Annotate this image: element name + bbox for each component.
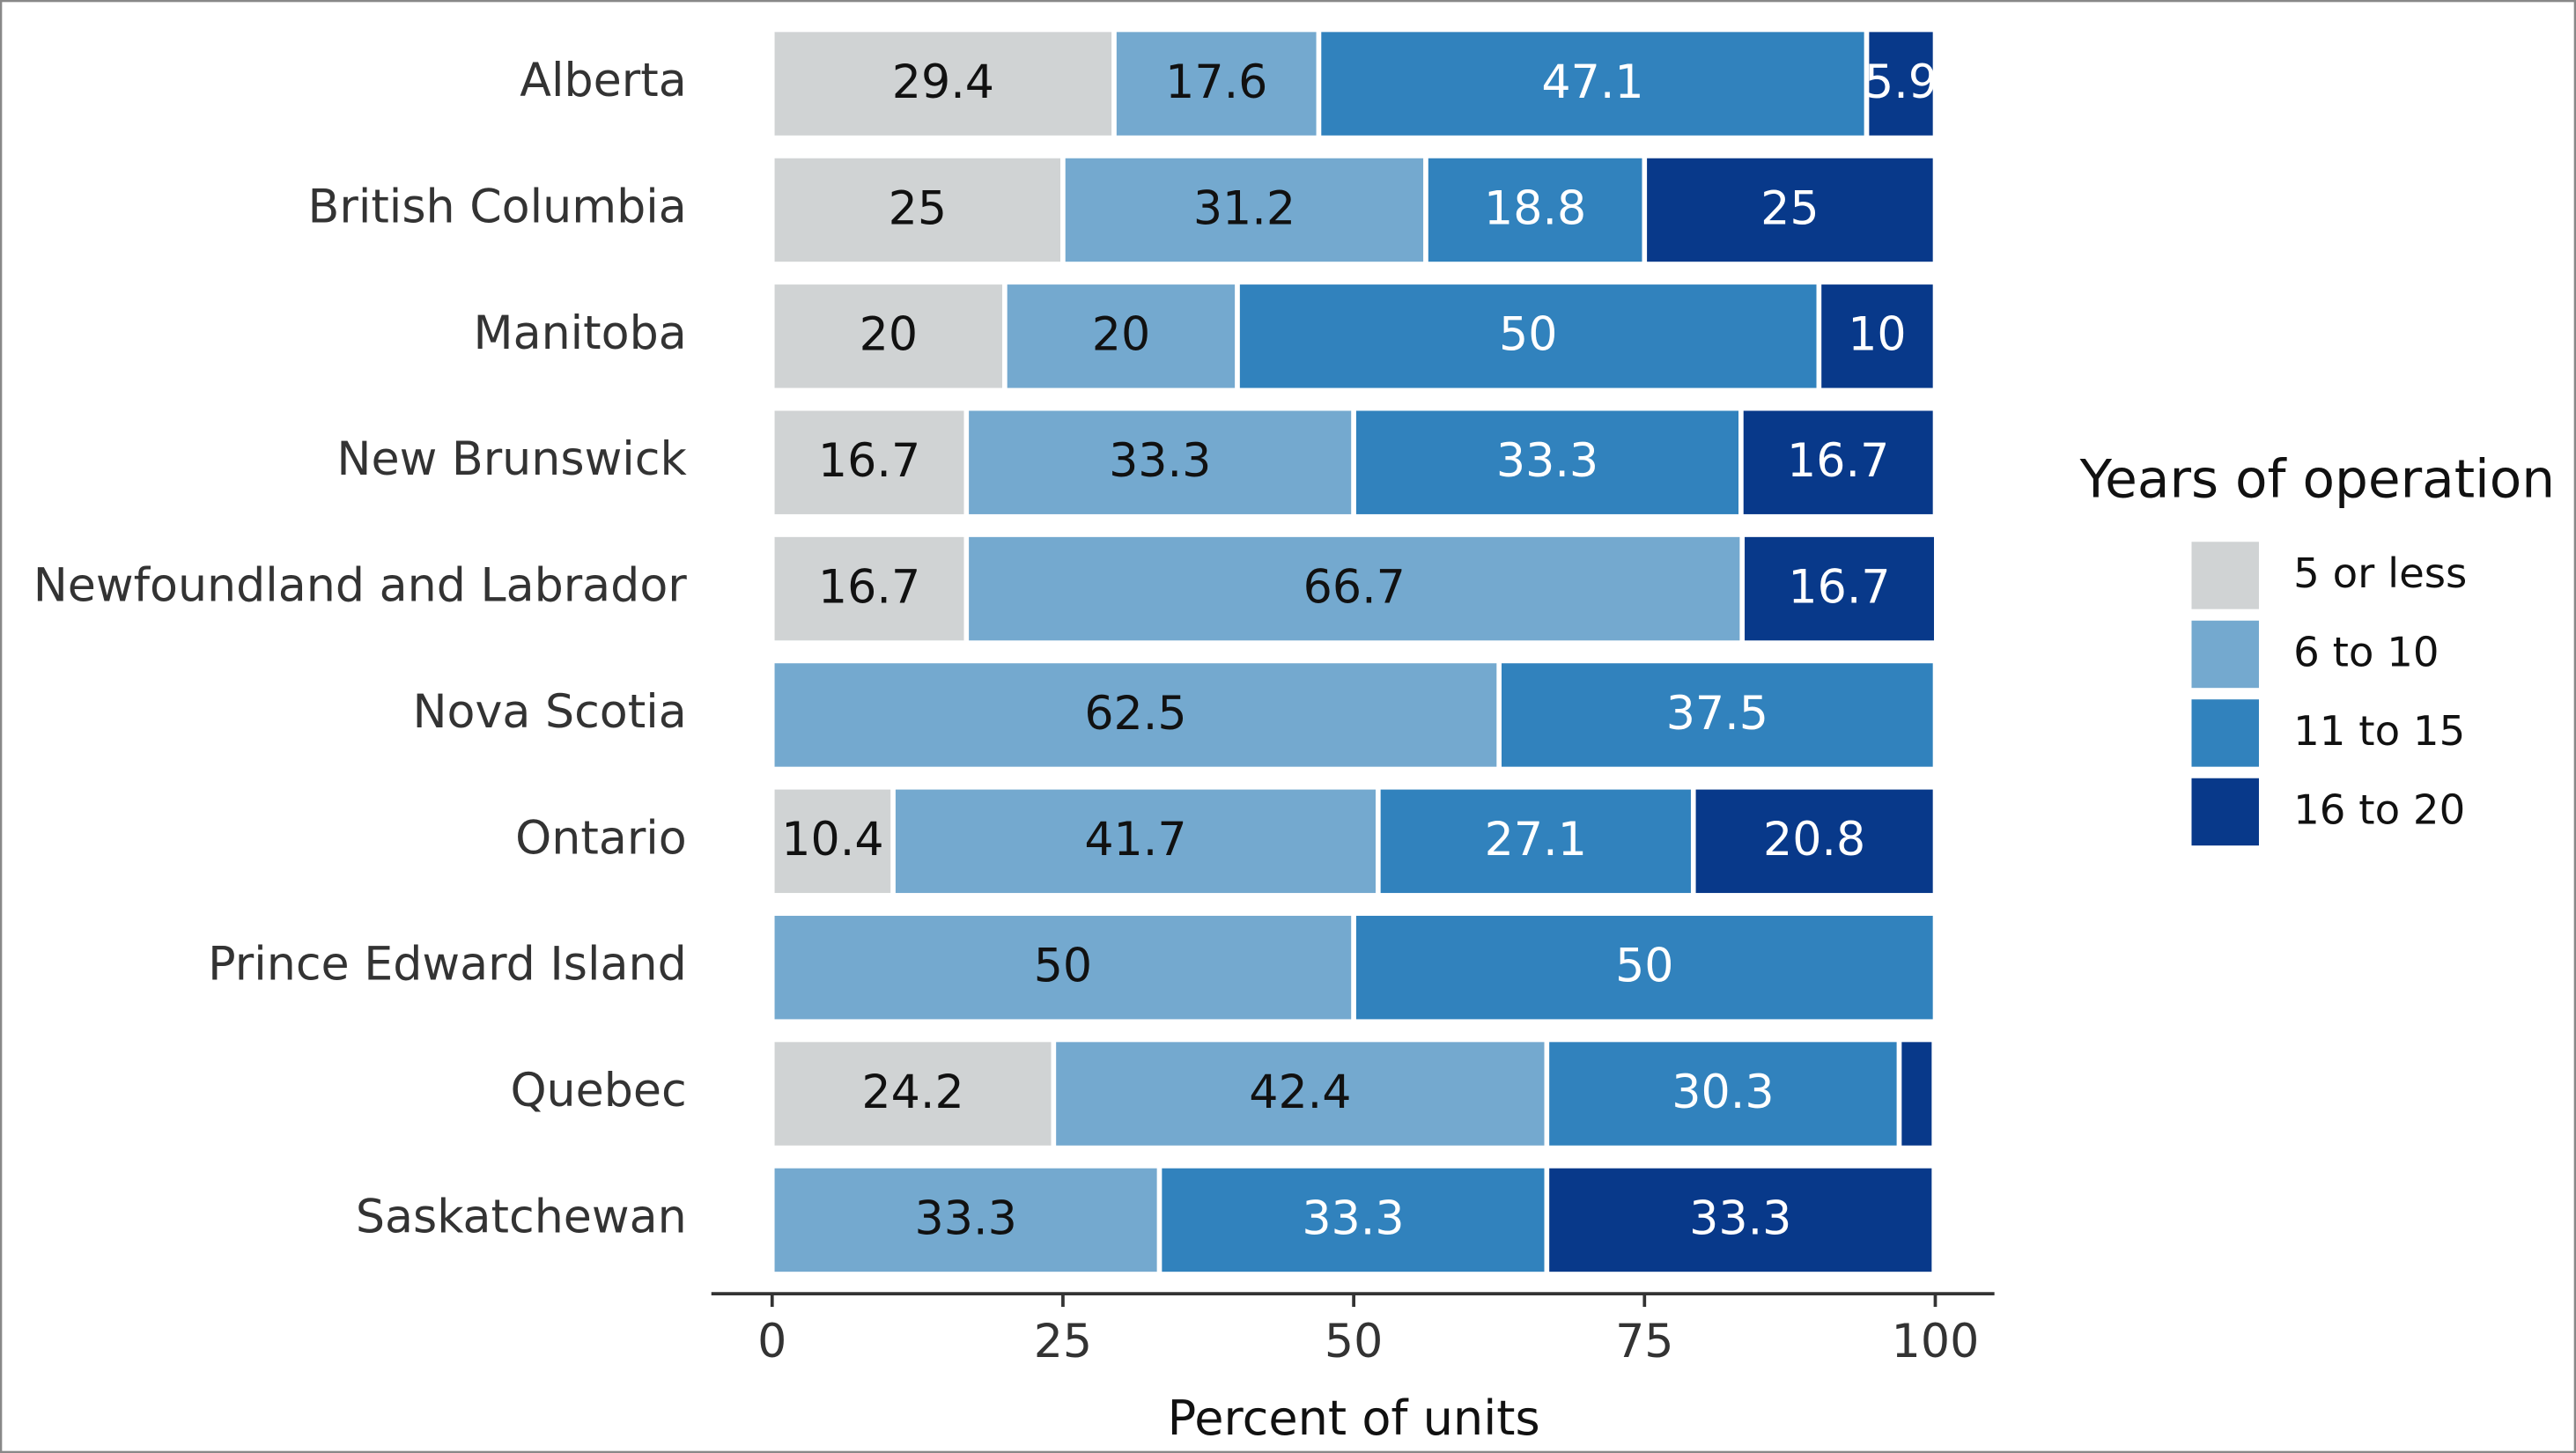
bar-segment [769,532,970,645]
bar-segment [1002,279,1240,394]
y-tick-label: Manitoba [474,307,687,360]
legend-swatch [2191,778,2259,846]
x-tick-label: 75 [1615,1316,1673,1368]
data-label: 10 [1848,309,1906,362]
data-label: 33.3 [1496,435,1598,488]
data-label: 20.8 [1763,814,1865,867]
bar-segment [1739,532,1939,645]
data-label: 5.9 [1864,56,1938,109]
legend-swatch [2191,542,2259,609]
bar-segment [769,405,970,520]
data-label: 37.5 [1666,688,1768,741]
data-label: 17.6 [1165,56,1267,109]
bar-segment [1864,26,1938,141]
data-label: 20 [1092,309,1150,362]
data-label: 31.2 [1193,182,1295,235]
bar-segment [769,784,896,898]
bar-segment [769,911,1356,1025]
bar-segment [1690,784,1938,898]
data-label: 16.7 [1787,435,1889,488]
bar-segment [769,279,1008,394]
bar-segment [1051,1036,1550,1151]
data-label: 33.3 [1689,1192,1791,1245]
y-tick-label: Ontario [515,812,687,865]
y-tick-label: Newfoundland and Labrador [33,560,688,613]
y-tick-label: New Brunswick [336,433,687,486]
y-tick-label: Saskatchewan [356,1191,687,1243]
y-tick-label: British Columbia [308,181,687,233]
bar-segment [1351,911,1938,1025]
bar-segment [1060,153,1428,267]
bar-segment [1496,658,1938,772]
data-label: 25 [889,182,947,235]
x-tick-label: 0 [757,1316,786,1368]
legend-swatch [2191,699,2259,767]
y-tick-label: Nova Scotia [412,686,686,739]
bar-segment [1896,1036,1937,1151]
legend-label: 16 to 20 [2293,786,2465,833]
data-label: 41.7 [1084,814,1186,867]
bar-segment [1816,279,1938,394]
bar-segment [769,1036,1057,1151]
x-axis-title: Percent of units [1168,1390,1540,1446]
data-label: 50 [1499,309,1557,362]
legend-label: 11 to 15 [2293,707,2465,755]
legend-label: 5 or less [2293,549,2467,597]
bar-segment [769,153,1066,267]
data-label: 47.1 [1541,56,1643,109]
data-label: 16.7 [1788,561,1890,614]
data-label: 66.7 [1303,561,1406,614]
bar-segment [1235,279,1822,394]
x-tick-label: 50 [1325,1316,1383,1368]
data-label: 62.5 [1084,688,1186,741]
data-label: 16.7 [818,435,920,488]
x-tick-label: 100 [1892,1316,1980,1368]
data-label: 29.4 [892,56,994,109]
data-label: 50 [1034,940,1092,993]
data-label: 33.3 [915,1192,1017,1245]
bar-segment [1544,1036,1902,1151]
bar-segment [1738,405,1938,520]
bar-segment [1156,1163,1550,1277]
data-label: 10.4 [781,814,883,867]
data-label: 20 [860,309,918,362]
data-label: 50 [1615,940,1673,993]
legend-swatch [2191,620,2259,689]
bar-segment [769,1163,1163,1277]
bar-segment [1642,153,1938,267]
data-label: 18.8 [1484,182,1586,235]
data-label: 16.7 [818,561,920,614]
x-tick-label: 25 [1034,1316,1092,1368]
bar-segment [1316,26,1870,141]
legend-label: 6 to 10 [2293,628,2439,675]
data-label: 30.3 [1672,1066,1774,1119]
data-label: 25 [1760,182,1819,235]
data-label: 33.3 [1302,1192,1404,1245]
data-label: 33.3 [1109,435,1211,488]
data-label: 42.4 [1249,1066,1351,1119]
data-label: 24.2 [861,1066,963,1119]
bar-segment [1423,153,1648,267]
bar-segment [890,784,1381,898]
data-label: 27.1 [1485,814,1587,867]
y-tick-label: Alberta [520,55,686,107]
legend-title: Years of operation [2079,450,2555,511]
y-tick-label: Quebec [510,1065,686,1117]
bar-segment [1544,1163,1937,1277]
y-tick-label: Prince Edward Island [208,939,687,992]
